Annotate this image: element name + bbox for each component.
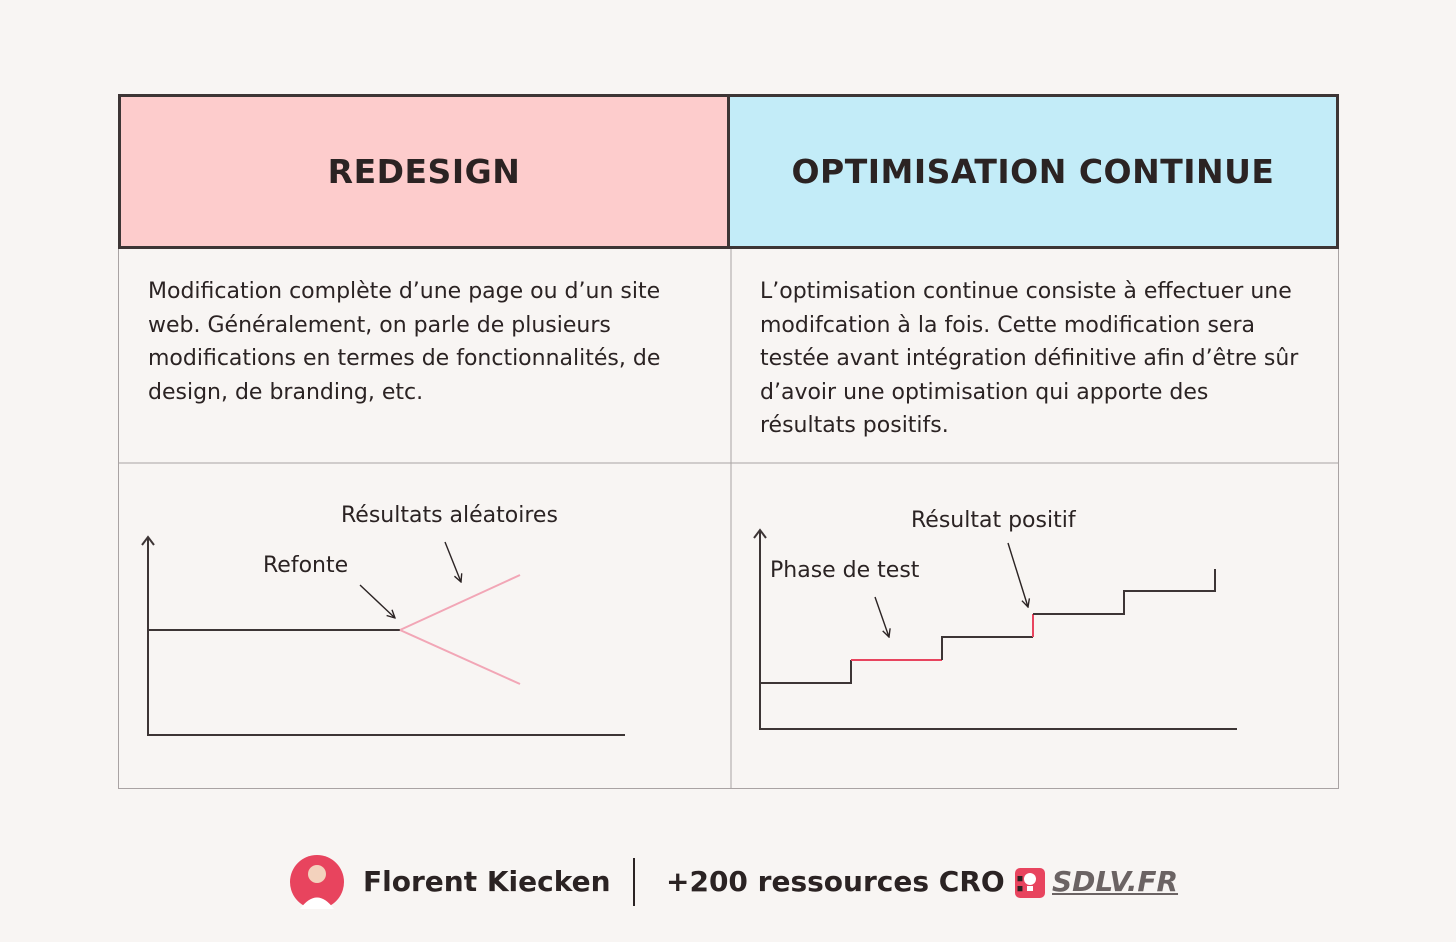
axis-arrow: [141, 535, 155, 546]
branch-down: [399, 629, 521, 685]
diagram-label: Phase de test: [770, 558, 920, 583]
pointer: [1007, 542, 1028, 607]
diagram-label: Résultat positif: [911, 508, 1076, 533]
avatar-face: [308, 865, 326, 883]
link-icon-bulb: [1024, 873, 1036, 885]
header-optimisation: OPTIMISATION CONTINUE: [727, 94, 1339, 249]
branch-up: [399, 574, 521, 631]
diagram-optimisation: [753, 528, 1237, 730]
diagram-label: Refonte: [263, 553, 349, 578]
author: Florent Kiecken: [363, 865, 611, 898]
resources: +200 ressources CRO :: [666, 865, 1026, 898]
link-icon-base: [1027, 886, 1033, 891]
avatar-body: [300, 897, 334, 909]
link[interactable]: SDLV.FR: [1052, 865, 1179, 898]
axes: [147, 537, 625, 736]
axis-arrow: [753, 528, 767, 539]
diagram-redesign: [141, 535, 625, 736]
pointer: [359, 584, 395, 618]
axes: [759, 530, 1237, 730]
description-redesign: Modification complète d’une page ou d’un…: [148, 279, 661, 405]
step: [941, 636, 1033, 660]
step: [760, 660, 852, 684]
description-optimisation: L’optimisation continue consiste à effec…: [760, 279, 1299, 438]
pointer: [444, 541, 461, 582]
pointer: [874, 596, 889, 637]
header-redesign: REDESIGN: [118, 94, 730, 249]
step: [1033, 569, 1216, 615]
diagram-label: Résultats aléatoires: [341, 503, 558, 528]
